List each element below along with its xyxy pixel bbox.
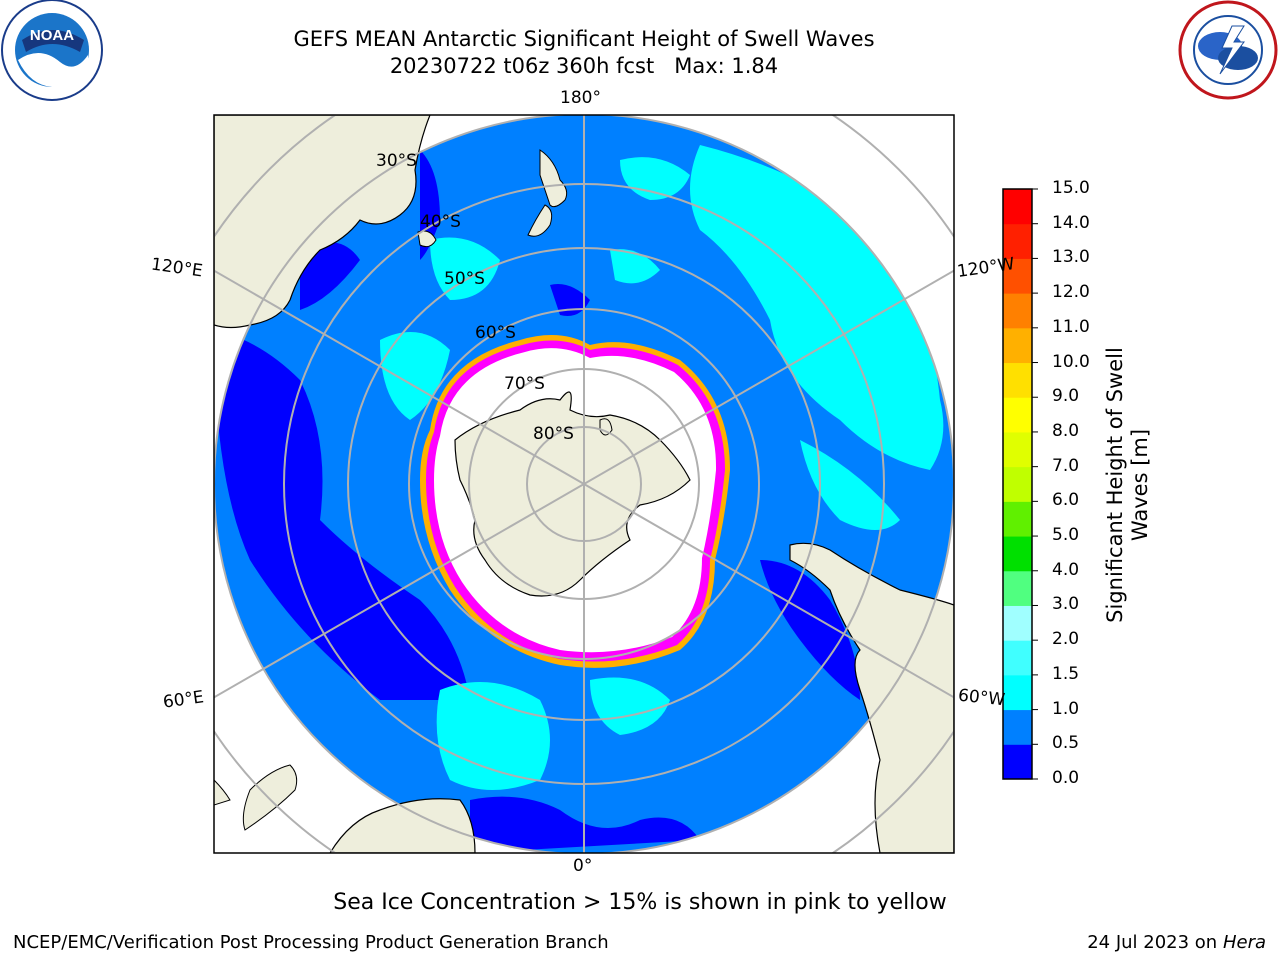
footer-host: Hera [1222, 932, 1266, 953]
lat-label-80s: 80°S [533, 424, 574, 444]
map-title: GEFS MEAN Antarctic Significant Height o… [293, 27, 875, 51]
colorbar-tick-label: 15.0 [1052, 178, 1090, 198]
colorbar-swatch [1003, 189, 1032, 225]
colorbar-swatch [1003, 431, 1032, 468]
map-area [214, 115, 954, 853]
lon-label-0: 0° [573, 856, 593, 876]
colorbar-swatch [1003, 674, 1032, 711]
colorbar-swatch [1003, 258, 1032, 294]
colorbar [1002, 188, 1038, 780]
colorbar-swatch [1003, 536, 1032, 572]
colorbar-tick-label: 4.0 [1052, 559, 1080, 580]
lon-label-180: 180° [560, 88, 601, 108]
colorbar-tick-label: 1.5 [1052, 663, 1080, 684]
lat-label-60s: 60°S [475, 323, 516, 343]
footer-date: 24 Jul 2023 on Hera [1087, 932, 1266, 953]
colorbar-swatch [1003, 362, 1032, 398]
south-america [789, 542, 954, 853]
colorbar-swatch [1003, 397, 1032, 433]
lat-label-30s: 30°S [376, 151, 417, 171]
colorbar-tick-label: 0.5 [1052, 733, 1080, 754]
colorbar-swatch [1003, 501, 1032, 537]
colorbar-tick-label: 10.0 [1052, 351, 1090, 372]
colorbar-tick-label: 2.0 [1052, 629, 1080, 650]
high-swell-region-south [436, 682, 550, 790]
new-zealand-south [527, 204, 553, 237]
high-swell-region-east [690, 145, 944, 470]
colorbar-tick-label: 5.0 [1052, 525, 1080, 546]
colorbar-tick-label: 0.0 [1052, 768, 1080, 788]
colorbar-tick-label: 8.0 [1052, 420, 1080, 441]
new-zealand-north [539, 149, 568, 208]
colorbar-swatch [1003, 466, 1032, 502]
low-swell-region-east [760, 560, 860, 700]
colorbar-tick-label: 9.0 [1052, 386, 1080, 407]
map-frame [213, 114, 955, 854]
colorbar-swatch [1003, 293, 1032, 329]
colorbar-tick-label: 1.0 [1052, 698, 1080, 719]
lat-label-40s: 40°S [420, 212, 461, 232]
colorbar-swatch [1003, 709, 1032, 745]
colorbar-swatch [1003, 223, 1032, 259]
lat-label-50s: 50°S [444, 269, 485, 289]
colorbar-swatch [1003, 605, 1032, 641]
sea-ice-caption: Sea Ice Concentration > 15% is shown in … [333, 890, 947, 915]
colorbar-tick-label: 13.0 [1052, 247, 1090, 268]
footer-credit: NCEP/EMC/Verification Post Processing Pr… [13, 932, 609, 953]
colorbar-tick-label: 11.0 [1052, 316, 1090, 337]
colorbar-swatch [1003, 744, 1032, 780]
colorbar-frame [1002, 188, 1033, 780]
colorbar-swatch [1003, 327, 1032, 364]
lat-label-70s: 70°S [504, 374, 545, 394]
colorbar-title: Significant Height of Swell Waves [m] [1103, 347, 1152, 623]
colorbar-tick-label: 7.0 [1052, 455, 1080, 476]
longitude-gridlines [214, 115, 954, 853]
low-swell-region-west [214, 330, 470, 700]
colorbar-swatch [1003, 640, 1032, 676]
madagascar [242, 764, 298, 831]
colorbar-tick-label: 12.0 [1052, 282, 1090, 303]
colorbar-tick-label: 6.0 [1052, 490, 1080, 511]
colorbar-tick-label: 3.0 [1052, 594, 1080, 615]
colorbar-tick-label: 14.0 [1052, 212, 1090, 233]
africa [329, 798, 476, 853]
colorbar-swatch [1003, 570, 1032, 606]
map-subtitle: 20230722 t06z 360h fcst Max: 1.84 [389, 54, 779, 78]
